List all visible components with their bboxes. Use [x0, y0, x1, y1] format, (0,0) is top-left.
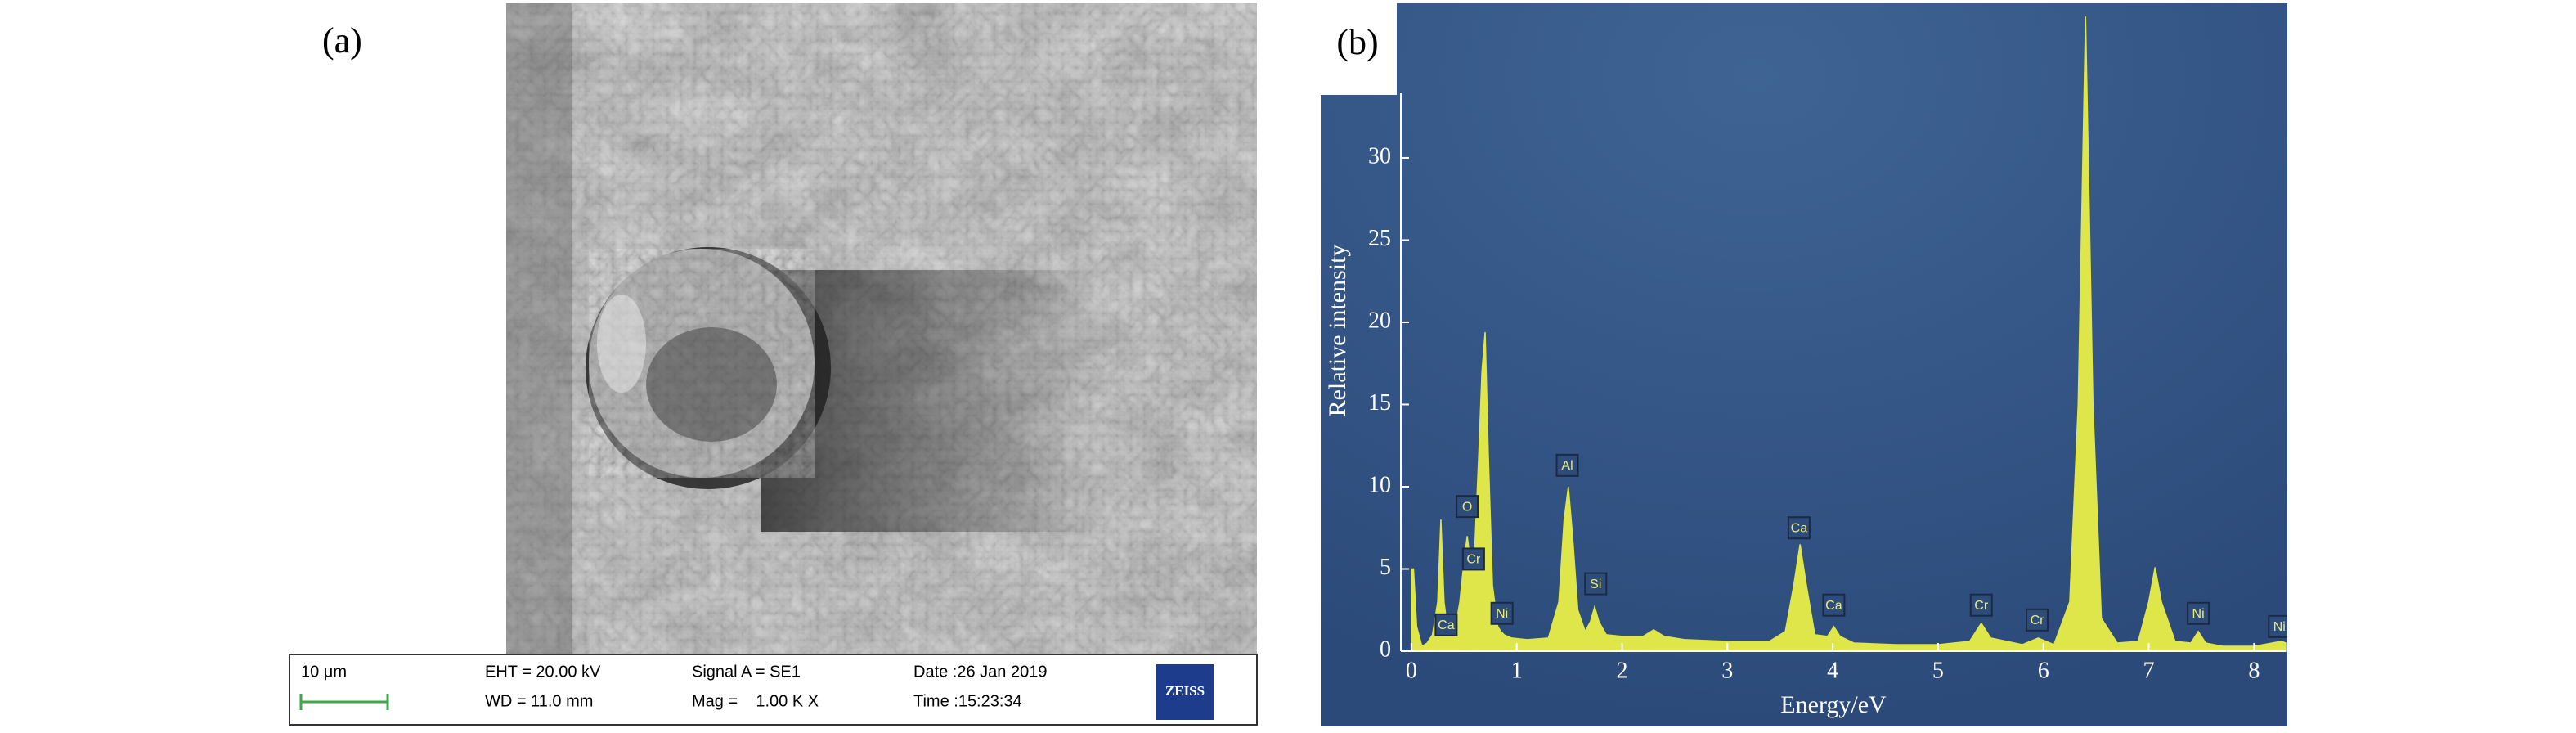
peak-label-text: Cr [2031, 614, 2045, 627]
peak-label: Ni [2268, 614, 2287, 638]
y-tick-label: 20 [1368, 308, 1391, 333]
x-tick-label: 5 [1932, 658, 1944, 683]
x-tick-label: 0 [1406, 658, 1417, 683]
plot-area: Ca O Cr Ni Al Si Ca Ca Cr Cr Ni Ni [1411, 16, 2287, 652]
x-tick-label: 3 [1721, 658, 1733, 683]
x-tick-label: 4 [1827, 658, 1838, 683]
peak-label-box [1822, 593, 1846, 617]
x-axis-label: Energy/eV [1780, 691, 1887, 718]
scale-label: 10 μm [301, 663, 347, 681]
peak-label: Al [1555, 453, 1579, 477]
peak-label-text: Ca [1438, 618, 1455, 632]
mag: Mag = 1.00 K X [692, 692, 819, 710]
peak-label: Si [1584, 572, 1608, 596]
peak-label: Ni [2187, 601, 2210, 625]
peak-label-box [1434, 613, 1458, 636]
peak-label-box [2268, 614, 2287, 638]
peak-label: Cr [1461, 547, 1485, 571]
peak-label: Ca [1787, 516, 1811, 540]
peak-label-box [1584, 572, 1608, 596]
wd: WD = 11.0 mm [485, 692, 593, 710]
x-tick-label: 7 [2143, 658, 2155, 683]
peak-label-text: Ni [2273, 620, 2286, 634]
panel-label: (b) [1336, 22, 1378, 62]
peak-label-box [1787, 516, 1811, 540]
peak-label-text: Ni [2192, 607, 2205, 621]
peak-label-box [2026, 608, 2049, 632]
x-tick-label: 2 [1617, 658, 1628, 683]
logo: ZEISS [1165, 683, 1205, 699]
spectrum [1411, 16, 2287, 652]
date: Date :26 Jan 2019 [913, 663, 1047, 681]
peak-label-text: Al [1561, 459, 1573, 473]
y-tick-label: 25 [1368, 226, 1391, 251]
peak-label-text: Ca [1825, 599, 1842, 613]
y-tick-label: 10 [1368, 472, 1391, 497]
peak-label-text: Ca [1791, 521, 1808, 535]
peak-label-box [1461, 547, 1485, 571]
time: Time :15:23:34 [913, 692, 1022, 710]
peak-label-text: Cr [1974, 599, 1989, 613]
panel-b: (b) Energy/eV Relative intensity Ca O Cr Ni… [1321, 3, 2287, 726]
y-tick-label: 15 [1368, 390, 1391, 416]
y-axis-label: Relative intensity [1324, 245, 1351, 417]
x-tick-label: 8 [2248, 658, 2260, 683]
peak-label: Ca [1434, 613, 1458, 636]
peak-label-text: Si [1590, 578, 1601, 591]
x-tick-label: 6 [2038, 658, 2049, 683]
y-tick-label: 0 [1380, 636, 1391, 662]
signal: Signal A = SE1 [692, 663, 801, 681]
peak-label-text: O [1462, 500, 1472, 514]
peak-label-text: Cr [1466, 553, 1481, 567]
panel-a: (a) 10 μm EHT = 20.00 kV WD = 11.0 mm Si… [289, 3, 1258, 726]
peak-label: Ni [1490, 601, 1514, 625]
peak-label: Cr [2026, 608, 2049, 632]
eht: EHT = 20.00 kV [485, 663, 601, 681]
peak-label-box [1969, 593, 1993, 617]
peak-label-box [2187, 601, 2210, 625]
panel-label: (a) [322, 20, 362, 61]
peak-label-box [1490, 601, 1514, 625]
sem-image [506, 3, 1257, 654]
info-bar: 10 μm EHT = 20.00 kV WD = 11.0 mm Signal… [289, 654, 1258, 726]
y-tick-label: 30 [1368, 143, 1391, 169]
peak-label-text: Ni [1496, 607, 1508, 621]
peak-label-box [1555, 453, 1579, 477]
peak-label-box [1456, 495, 1479, 519]
peak-label: Cr [1969, 593, 1993, 617]
y-tick-label: 5 [1380, 555, 1391, 580]
x-tick-label: 1 [1511, 658, 1523, 683]
peak-label: O [1456, 495, 1479, 519]
peak-label: Ca [1822, 593, 1846, 617]
